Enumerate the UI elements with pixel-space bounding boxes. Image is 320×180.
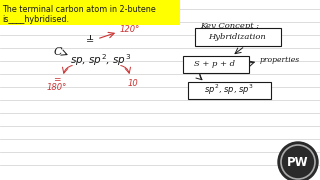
Text: $sp$, $sp^2$, $sp^3$: $sp$, $sp^2$, $sp^3$ bbox=[70, 52, 131, 68]
Text: Key Concept :: Key Concept : bbox=[200, 22, 259, 30]
Text: =: = bbox=[86, 37, 94, 46]
Text: PW: PW bbox=[287, 156, 309, 168]
FancyBboxPatch shape bbox=[182, 55, 249, 73]
Text: 10: 10 bbox=[128, 78, 138, 87]
Text: is____hybridised.: is____hybridised. bbox=[2, 15, 69, 24]
Text: =: = bbox=[53, 75, 61, 84]
Text: The terminal carbon atom in 2-butene: The terminal carbon atom in 2-butene bbox=[2, 5, 156, 14]
Circle shape bbox=[278, 142, 318, 180]
Bar bbox=[0, 0, 180, 25]
FancyBboxPatch shape bbox=[188, 82, 270, 98]
Text: S + p + d: S + p + d bbox=[195, 60, 236, 68]
Text: 120°: 120° bbox=[120, 24, 140, 33]
Text: properties: properties bbox=[260, 56, 300, 64]
Text: $sp^2$, $sp$, $sp^3$: $sp^2$, $sp$, $sp^3$ bbox=[204, 83, 254, 97]
Text: 180°: 180° bbox=[47, 82, 67, 91]
FancyBboxPatch shape bbox=[195, 28, 281, 46]
Text: Hybridization: Hybridization bbox=[208, 33, 266, 41]
Text: C: C bbox=[54, 47, 62, 57]
